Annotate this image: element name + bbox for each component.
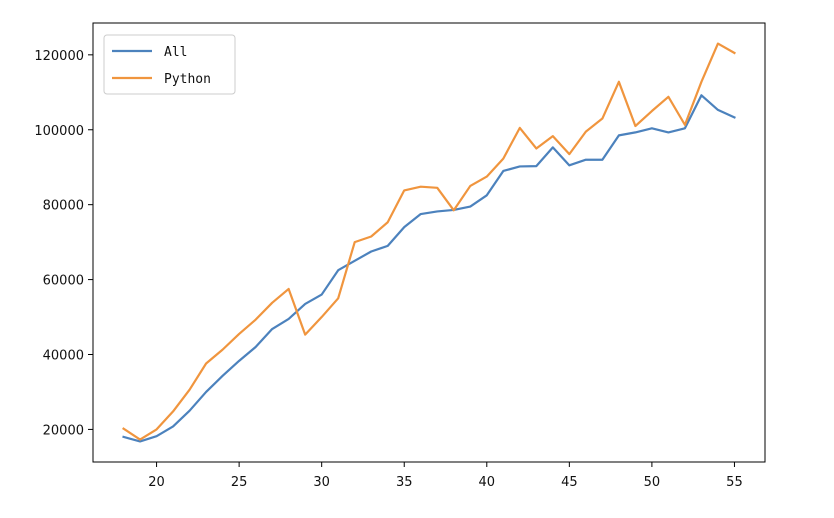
legend-label-all: All (164, 45, 187, 60)
legend-label-python: Python (164, 72, 211, 87)
legend: All Python (103, 34, 236, 95)
x-tick-label: 30 (313, 475, 330, 490)
x-tick-label: 20 (148, 475, 165, 490)
x-tick-label: 25 (231, 475, 248, 490)
y-tick-label: 20000 (43, 423, 84, 438)
x-tick-label: 50 (644, 475, 661, 490)
series-line-all (122, 94, 736, 443)
x-tick-label: 55 (726, 475, 743, 490)
y-tick-label: 80000 (43, 199, 84, 214)
series-line-python (122, 42, 736, 441)
y-tick-label: 40000 (43, 348, 84, 363)
x-tick-label: 45 (561, 475, 578, 490)
axes: 20 25 30 35 40 45 50 55 20000 40000 60000 80000 1000… (34, 22, 766, 490)
series-layer (122, 42, 736, 443)
x-tick-label: 35 (396, 475, 413, 490)
x-tick-label: 40 (479, 475, 496, 490)
plot-frame (92, 22, 766, 463)
y-tick-label: 100000 (34, 124, 84, 139)
legend-box (103, 34, 236, 95)
y-tick-label: 120000 (34, 49, 84, 64)
y-tick-label: 60000 (43, 274, 84, 289)
